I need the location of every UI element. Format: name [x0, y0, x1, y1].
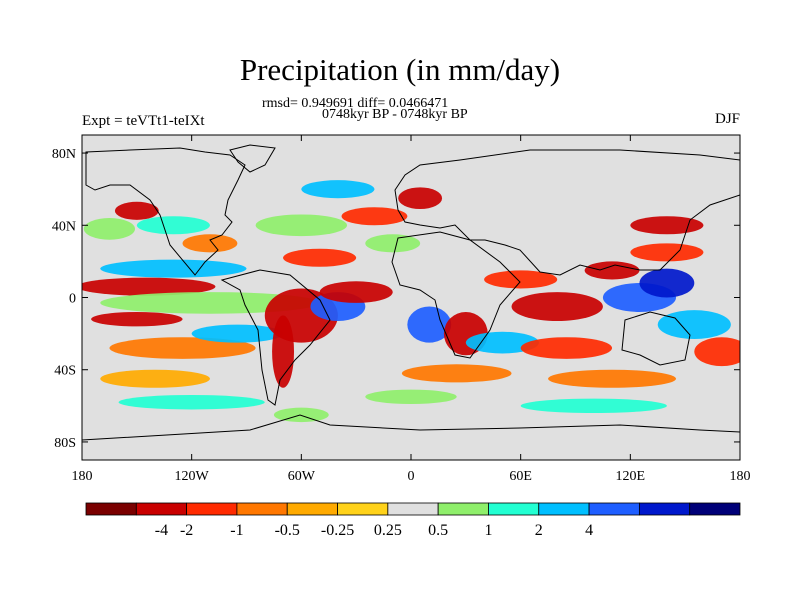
- y-tick-label: 40S: [54, 364, 76, 379]
- anomaly-region: [365, 389, 457, 405]
- coastline-greenland: [229, 144, 276, 173]
- anomaly-region: [301, 180, 375, 199]
- anomaly-region: [657, 310, 731, 340]
- x-tick-label: 120W: [175, 469, 210, 484]
- anomaly-region: [100, 292, 320, 314]
- map-axes: 180 120W 60W 0 60E 120E 180 80N 40N 0 40S 80S: [52, 135, 751, 484]
- anomaly-region: [82, 277, 216, 296]
- colorbar-bin: [638, 502, 691, 516]
- experiment-label: Expt = teVTt1-teIXt: [82, 113, 205, 129]
- coastline-eurasia: [394, 149, 740, 276]
- colorbar-label: 2: [535, 522, 543, 539]
- anomaly-region: [83, 218, 136, 240]
- plot-title: Precipitation (in mm/day): [239, 52, 561, 87]
- anomaly-region: [401, 364, 512, 383]
- coastline-north-america: [85, 147, 246, 276]
- anomaly-region: [255, 214, 348, 237]
- colorbar-bin: [135, 502, 188, 516]
- colorbar-bin: [437, 502, 489, 516]
- anomaly-region: [100, 369, 210, 388]
- rmsd-diff-stats: rmsd= 0.949691 diff= 0.0466471: [262, 96, 449, 111]
- coastline-africa: [391, 231, 521, 359]
- precipitation-anomaly-field: [82, 180, 740, 423]
- colorbar-bin: [337, 502, 389, 516]
- y-tick-label: 40N: [52, 219, 76, 234]
- anomaly-region: [109, 337, 256, 359]
- coastline-australia: [621, 311, 691, 366]
- colorbar-label: 0.25: [374, 522, 402, 539]
- x-tick-label: 60E: [509, 469, 532, 484]
- anomaly-region: [694, 337, 740, 367]
- colorbar-bin: [85, 502, 137, 516]
- anomaly-region: [319, 281, 393, 303]
- x-tick-label: 180: [72, 469, 93, 484]
- colorbar-label: 4: [585, 522, 593, 539]
- anomaly-region: [136, 216, 210, 235]
- colorbar-label: -0.5: [275, 522, 300, 539]
- anomaly-region: [272, 315, 295, 388]
- anomaly-region: [191, 324, 284, 343]
- anomaly-region: [548, 369, 677, 388]
- anomaly-region: [118, 395, 265, 410]
- anomaly-region: [630, 216, 704, 235]
- anomaly-region: [283, 248, 357, 267]
- colorbar-bin: [236, 502, 288, 516]
- anomaly-region: [182, 234, 238, 253]
- anomaly-region: [91, 311, 183, 327]
- x-tick-label: 120E: [616, 469, 646, 484]
- coastline-south-america: [220, 269, 331, 406]
- anomaly-region: [520, 398, 667, 414]
- anomaly-region: [484, 270, 558, 289]
- y-tick-label: 80N: [52, 147, 76, 162]
- anomaly-region: [639, 268, 695, 298]
- anomaly-region: [520, 337, 613, 359]
- y-tick-label: 80S: [54, 436, 76, 451]
- colorbar-bin: [538, 502, 590, 516]
- anomaly-region: [398, 187, 443, 210]
- colorbar-bin: [689, 502, 741, 516]
- colorbar-label: -4: [155, 522, 168, 539]
- colorbar-bin: [488, 502, 540, 516]
- anomaly-region: [511, 292, 603, 321]
- colorbar-bin: [387, 502, 439, 516]
- time-period: 0748kyr BP - 0748kyr BP: [322, 107, 468, 122]
- colorbar-label: 0.5: [428, 522, 448, 539]
- anomaly-region: [584, 261, 640, 280]
- colorbar-label: -2: [180, 522, 193, 539]
- season-label: DJF: [714, 111, 740, 127]
- x-tick-label: 60W: [288, 469, 316, 484]
- anomaly-region: [114, 201, 159, 220]
- x-tick-label: 180: [730, 469, 751, 484]
- anomaly-region: [407, 306, 452, 343]
- x-tick-label: 0: [408, 469, 415, 484]
- colorbar: -4 -2 -1 -0.5 -0.25 0.25 0.5 1 2 4: [85, 502, 741, 539]
- colorbar-bin: [286, 502, 338, 516]
- anomaly-region: [630, 243, 704, 262]
- coastlines: [82, 144, 740, 441]
- colorbar-label: -1: [230, 522, 243, 539]
- colorbar-bin: [588, 502, 640, 516]
- coastline-antarctica: [82, 414, 740, 441]
- anomaly-region: [341, 207, 408, 226]
- anomaly-region: [365, 234, 421, 253]
- colorbar-label: 1: [484, 522, 492, 539]
- colorbar-label: -0.25: [321, 522, 354, 539]
- y-tick-label: 0: [69, 292, 76, 307]
- anomaly-region: [100, 259, 247, 278]
- colorbar-bin: [186, 502, 238, 516]
